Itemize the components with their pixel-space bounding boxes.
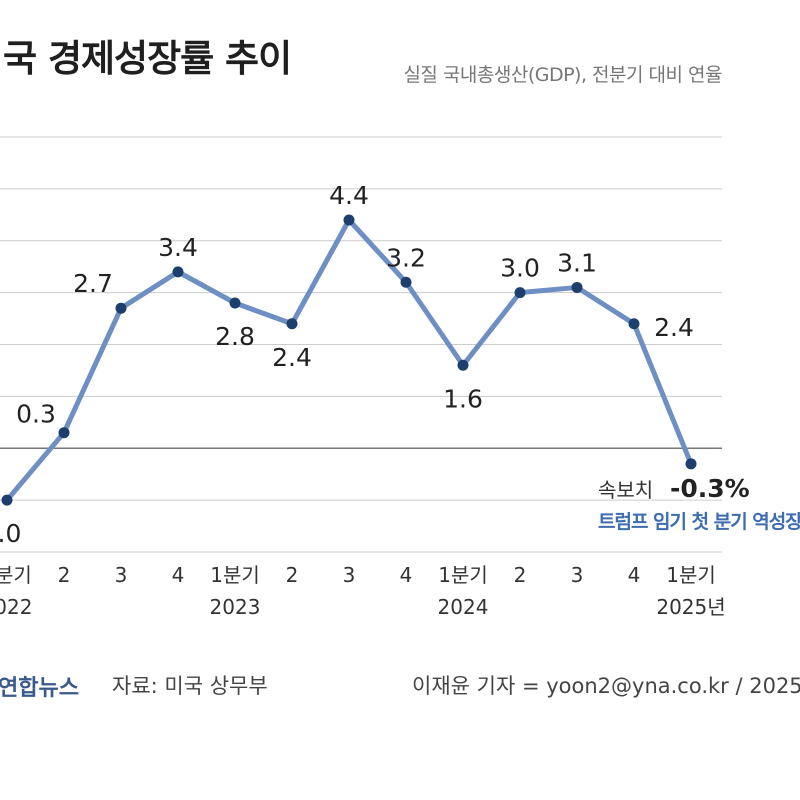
data-label: 0.3 xyxy=(16,400,56,429)
data-points xyxy=(1,214,697,506)
data-label: 3.4 xyxy=(158,233,198,262)
x-year-label: 2025년 xyxy=(656,595,725,619)
x-axis: 1분기 2022 2 3 4 1분기 2023 2 3 4 1분기 2024 2 3 4 1분기 2025년 xyxy=(0,563,726,619)
data-point xyxy=(571,281,583,293)
annotation-preliminary: 속보치 xyxy=(598,478,653,502)
data-point xyxy=(1,494,13,506)
x-tick-label: 2 xyxy=(286,563,299,587)
data-label: 2.4 xyxy=(654,313,694,342)
x-tick-label: 4 xyxy=(172,563,185,587)
data-label: -1.0 xyxy=(0,519,21,548)
source-note: 자료: 미국 상무부 xyxy=(112,674,268,698)
data-label: 1.6 xyxy=(443,384,483,413)
data-point xyxy=(685,458,697,470)
data-point xyxy=(286,318,298,330)
x-tick-label: 2 xyxy=(514,563,527,587)
annotation-highlight: 트럼프 임기 첫 분기 역성장 xyxy=(598,511,800,533)
x-tick-label: 1분기 xyxy=(666,563,716,587)
data-label: -0.3% xyxy=(670,474,750,503)
chart-subtitle: 실질 국내총생산(GDP), 전분기 대비 연율 xyxy=(403,64,722,86)
x-tick-label: 4 xyxy=(628,563,641,587)
x-tick-label: 1분기 xyxy=(210,563,260,587)
annotations: 속보치 -0.3% 트럼프 임기 첫 분기 역성장 xyxy=(598,474,800,533)
data-label: 3.2 xyxy=(386,243,426,272)
data-point xyxy=(628,318,640,330)
data-label: 3.1 xyxy=(557,248,597,277)
x-year-label: 2024 xyxy=(438,595,489,619)
data-label: 2.7 xyxy=(73,269,113,298)
byline: 이재윤 기자 = yoon2@yna.co.kr / 2025 xyxy=(412,674,800,698)
data-point xyxy=(229,297,241,309)
data-point xyxy=(514,287,526,299)
data-label: 2.4 xyxy=(272,343,312,372)
agency-logo: 연합뉴스 xyxy=(0,676,79,701)
data-point xyxy=(172,266,184,278)
x-tick-label: 2 xyxy=(58,563,71,587)
data-point xyxy=(58,427,70,439)
data-point xyxy=(343,214,355,226)
data-label: 2.8 xyxy=(215,322,255,351)
data-label: 3.0 xyxy=(500,254,540,283)
x-tick-label: 3 xyxy=(343,563,356,587)
x-year-label: 2023 xyxy=(210,595,261,619)
data-point xyxy=(115,302,127,314)
x-tick-label: 1분기 xyxy=(0,563,32,587)
x-tick-label: 3 xyxy=(571,563,584,587)
chart-title: 미국 경제성장률 추이 xyxy=(0,37,292,80)
data-label: 4.4 xyxy=(329,181,369,210)
data-labels: -1.0 0.3 2.7 3.4 2.8 2.4 4.4 3.2 1.6 3.0 3.1 2.4 xyxy=(0,181,694,548)
data-point xyxy=(400,276,412,288)
x-tick-label: 3 xyxy=(115,563,128,587)
x-year-label: 2022 xyxy=(0,595,32,619)
grid-lines xyxy=(0,136,722,553)
x-tick-label: 1분기 xyxy=(438,563,488,587)
x-tick-label: 4 xyxy=(400,563,413,587)
data-point xyxy=(457,359,469,371)
